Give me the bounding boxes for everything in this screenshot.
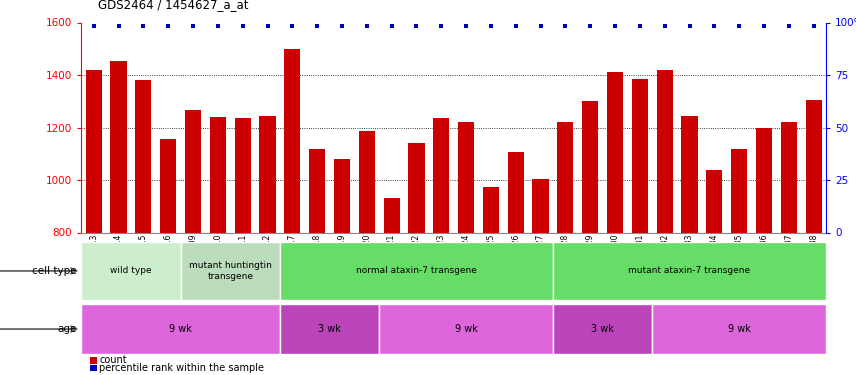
Point — [235, 23, 249, 30]
Bar — [334, 159, 350, 232]
Bar — [607, 72, 623, 232]
Bar — [309, 148, 325, 232]
Point — [211, 23, 224, 30]
Bar — [408, 143, 425, 232]
Bar — [681, 116, 698, 232]
Bar — [483, 187, 499, 232]
Point — [484, 23, 497, 30]
Text: percentile rank within the sample: percentile rank within the sample — [99, 363, 265, 373]
Bar — [86, 70, 102, 232]
Text: count: count — [99, 356, 127, 365]
Bar — [110, 60, 127, 232]
Bar — [652, 304, 826, 354]
Bar — [160, 140, 176, 232]
Bar — [582, 101, 598, 232]
Bar — [379, 304, 553, 354]
Text: normal ataxin-7 transgene: normal ataxin-7 transgene — [356, 266, 477, 275]
Bar — [210, 117, 226, 232]
Bar — [433, 118, 449, 232]
Bar — [756, 128, 772, 232]
Point — [583, 23, 597, 30]
Point — [86, 23, 101, 30]
Point — [335, 23, 349, 30]
Point — [806, 23, 820, 30]
Bar — [657, 70, 673, 232]
Bar — [532, 179, 549, 232]
Bar — [81, 242, 181, 300]
Bar — [259, 116, 276, 232]
Bar — [508, 152, 524, 232]
Text: cell type: cell type — [33, 266, 77, 276]
Point — [633, 23, 646, 30]
Bar — [284, 49, 300, 232]
Bar — [81, 304, 280, 354]
Text: 3 wk: 3 wk — [318, 324, 341, 334]
Bar — [280, 242, 553, 300]
Point — [757, 23, 770, 30]
Bar — [235, 118, 251, 232]
Point — [782, 23, 795, 30]
Point — [310, 23, 324, 30]
Point — [533, 23, 547, 30]
Point — [657, 23, 671, 30]
Point — [111, 23, 125, 30]
Point — [136, 23, 151, 30]
Bar — [805, 100, 822, 232]
Text: mutant huntingtin
transgene: mutant huntingtin transgene — [189, 261, 271, 280]
Point — [682, 23, 696, 30]
Bar — [181, 242, 280, 300]
Text: 9 wk: 9 wk — [455, 324, 478, 334]
Point — [384, 23, 398, 30]
Point — [707, 23, 721, 30]
Bar — [359, 132, 375, 232]
Bar — [553, 242, 826, 300]
Point — [558, 23, 572, 30]
Bar — [280, 304, 379, 354]
Text: 9 wk: 9 wk — [728, 324, 751, 334]
Bar — [553, 304, 652, 354]
Bar — [632, 79, 648, 232]
Text: mutant ataxin-7 transgene: mutant ataxin-7 transgene — [628, 266, 751, 275]
Text: GDS2464 / 1454627_a_at: GDS2464 / 1454627_a_at — [98, 0, 249, 11]
Point — [186, 23, 199, 30]
Text: age: age — [57, 324, 77, 334]
Bar — [731, 148, 747, 232]
Bar — [458, 122, 474, 232]
Text: wild type: wild type — [110, 266, 152, 275]
Point — [161, 23, 175, 30]
Point — [260, 23, 274, 30]
Point — [360, 23, 373, 30]
Text: 9 wk: 9 wk — [169, 324, 192, 334]
Point — [285, 23, 299, 30]
Point — [732, 23, 746, 30]
Point — [459, 23, 473, 30]
Point — [608, 23, 621, 30]
Point — [434, 23, 448, 30]
Bar — [781, 122, 797, 232]
Point — [508, 23, 522, 30]
Bar — [185, 110, 201, 232]
Bar — [557, 122, 574, 232]
Text: 3 wk: 3 wk — [591, 324, 614, 334]
Bar — [706, 170, 722, 232]
Bar — [383, 198, 400, 232]
Point — [409, 23, 423, 30]
Bar — [135, 80, 152, 232]
